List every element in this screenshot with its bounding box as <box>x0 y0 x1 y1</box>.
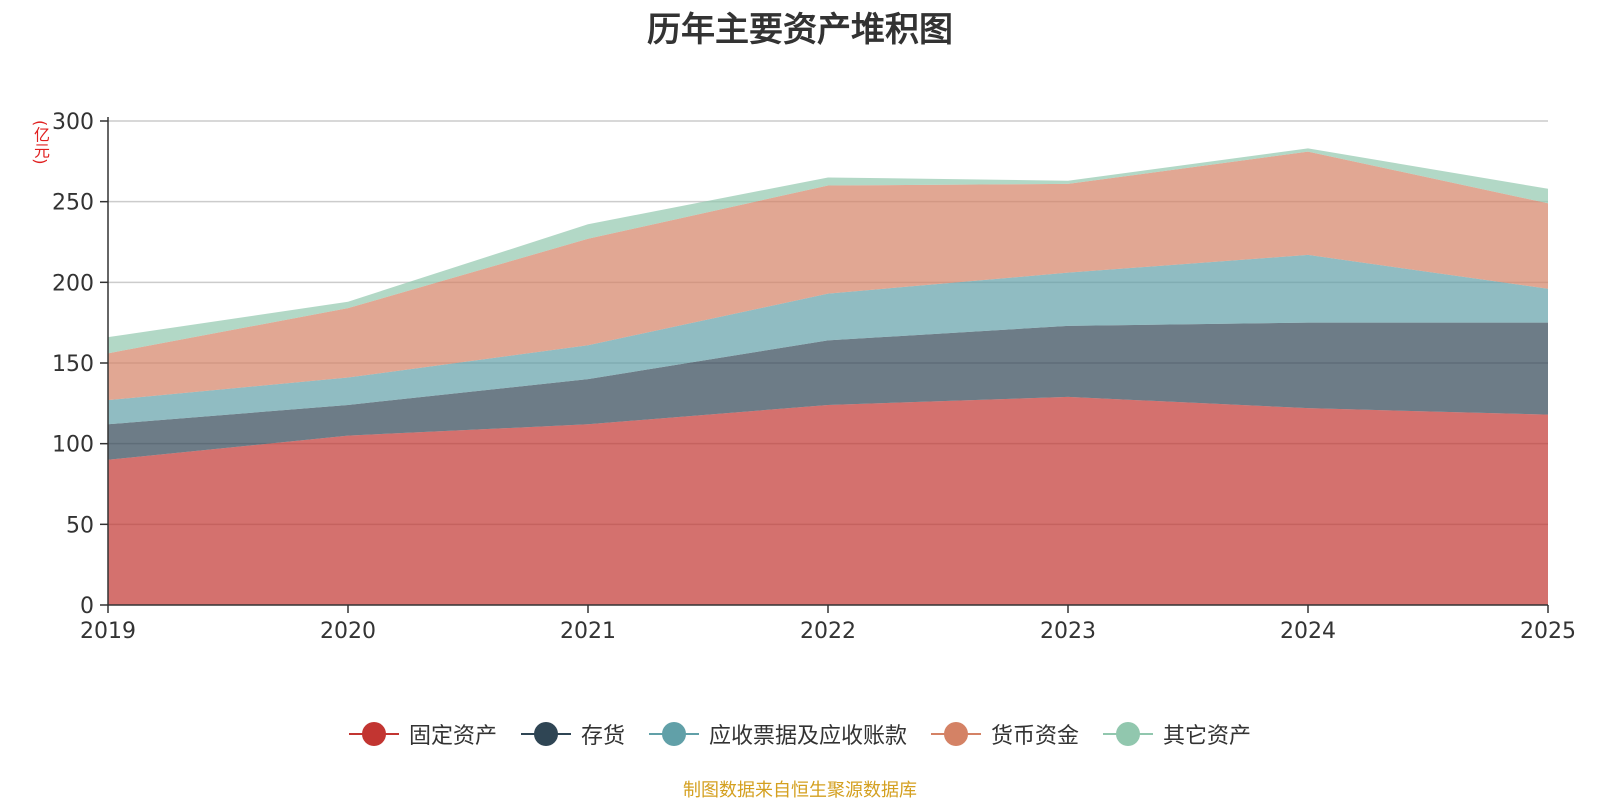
legend-label: 固定资产 <box>408 724 497 749</box>
legend-marker-icon <box>348 722 399 746</box>
legend-marker-icon <box>520 722 571 746</box>
y-tick-label: 0 <box>80 594 94 619</box>
legend-item-2[interactable]: 存货 <box>520 718 625 750</box>
area-series-3 <box>108 254 1548 425</box>
x-tick-label: 2020 <box>320 619 376 644</box>
area-series-5 <box>108 148 1548 354</box>
y-tick-label: 200 <box>52 271 94 296</box>
y-tick-label: 50 <box>66 513 94 538</box>
x-tick-label: 2022 <box>800 619 856 644</box>
legend-label: 货币资金 <box>991 724 1080 749</box>
x-tick-label: 2019 <box>80 619 136 644</box>
legend-marker-icon <box>648 722 699 746</box>
legend-marker-icon <box>931 722 981 746</box>
legend-item-1[interactable]: 固定资产 <box>348 718 497 750</box>
y-tick-label: 100 <box>52 433 94 458</box>
data-source-note: 制图数据来自恒生聚源数据库 <box>683 780 917 801</box>
x-tick-label: 2021 <box>560 619 616 644</box>
legend: 固定资产 存货 应收票据及应收账款 货币资金 其它资产 <box>0 718 1600 750</box>
area-series-2 <box>108 322 1548 460</box>
legend-marker-icon <box>1103 722 1154 746</box>
x-tick-label: 2025 <box>1520 619 1576 644</box>
x-tick-label: 2024 <box>1280 619 1336 644</box>
chart-title: 历年主要资产堆积图 <box>647 10 953 50</box>
y-tick-label: 250 <box>52 191 94 216</box>
legend-item-3[interactable]: 应收票据及应收账款 <box>648 718 907 750</box>
area-series-1 <box>108 396 1548 605</box>
legend-label: 存货 <box>580 724 625 749</box>
legend-item-5[interactable]: 其它资产 <box>1103 718 1251 750</box>
y-tick-label: 300 <box>52 110 94 135</box>
legend-label: 应收票据及应收账款 <box>708 724 907 749</box>
legend-label: 其它资产 <box>1163 724 1252 749</box>
area-series-4 <box>108 151 1548 401</box>
legend-item-4[interactable]: 货币资金 <box>931 718 1079 750</box>
x-tick-label: 2023 <box>1040 619 1096 644</box>
y-tick-label: 150 <box>52 352 94 377</box>
y-axis-unit-label: (亿元) <box>31 120 50 165</box>
